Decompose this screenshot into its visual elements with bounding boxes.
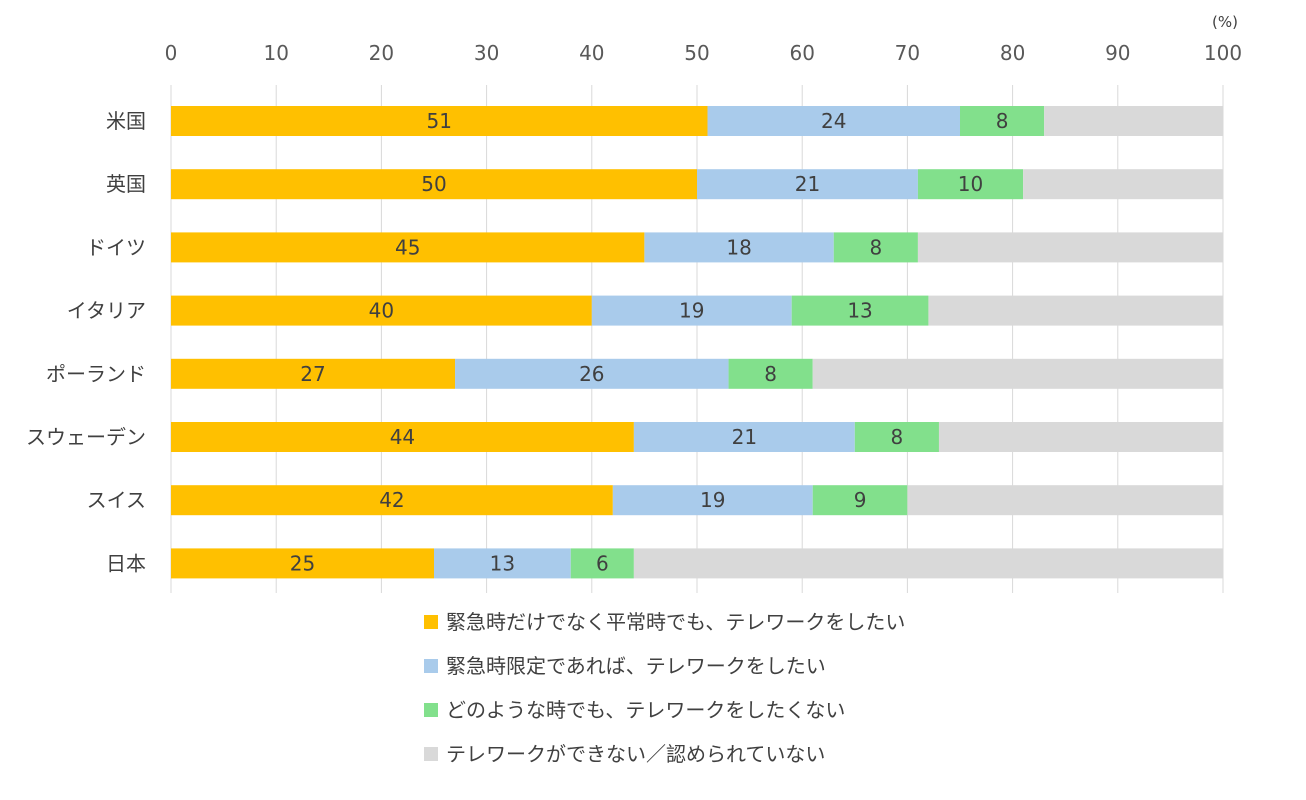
- data-label: 24: [821, 109, 846, 133]
- data-label: 19: [679, 299, 704, 323]
- data-label: 50: [421, 172, 446, 196]
- data-label: 44: [390, 425, 415, 449]
- bar-segment: [171, 485, 613, 516]
- data-label: 8: [764, 362, 777, 386]
- x-tick-label: 10: [263, 41, 288, 65]
- x-tick-label: 80: [1000, 41, 1025, 65]
- bar-segment: [697, 169, 918, 200]
- bar-segment: [171, 295, 592, 326]
- bar-segment: [171, 358, 456, 389]
- x-tick-label: 50: [684, 41, 709, 65]
- bar-segment: [434, 548, 571, 579]
- x-tick-label: 60: [789, 41, 814, 65]
- bar-segment: [917, 232, 1223, 263]
- bar-segment: [455, 358, 729, 389]
- bar-segment: [633, 422, 855, 452]
- bar-segment: [960, 106, 1045, 136]
- bar-segment: [728, 358, 813, 389]
- bar-segment: [812, 358, 1223, 389]
- bars: 51 24 8 50 21 10 45 18 8 40 19 13 27 26 8 44 21 8 42 19 9 25 1…: [171, 106, 1223, 579]
- x-tick-label: 100: [1204, 41, 1242, 65]
- legend: 緊急時だけでなく平常時でも、テレワークをしたい緊急時限定であれば、テレワークをし…: [424, 610, 905, 766]
- x-tick-label: 30: [474, 41, 499, 65]
- legend-label: テレワークができない／認められていない: [446, 742, 825, 766]
- data-label: 19: [700, 488, 725, 512]
- legend-swatch: [424, 615, 438, 629]
- bar-segment: [707, 106, 960, 136]
- bar-segment: [612, 485, 813, 516]
- legend-label: 緊急時だけでなく平常時でも、テレワークをしたい: [446, 610, 905, 634]
- gridlines: [170, 85, 1224, 593]
- category-label: 米国: [106, 109, 146, 133]
- data-label: 42: [379, 488, 404, 512]
- data-label: 8: [891, 425, 904, 449]
- bar-segment: [591, 295, 792, 326]
- data-label: 6: [596, 551, 609, 575]
- bar-segment: [171, 169, 697, 200]
- bar-segment: [854, 422, 939, 452]
- x-tick-label: 90: [1105, 41, 1130, 65]
- bar-segment: [171, 232, 645, 263]
- data-label: 10: [958, 172, 983, 196]
- bar-segment: [791, 295, 929, 326]
- bar-segment: [812, 485, 908, 516]
- legend-label: どのような時でも、テレワークをしたくない: [446, 698, 845, 722]
- bar-segment: [171, 106, 708, 136]
- category-label: スウェーデン: [26, 425, 146, 449]
- data-label: 21: [795, 172, 820, 196]
- bar-segment: [171, 422, 634, 452]
- data-label: 8: [996, 109, 1009, 133]
- data-label: 40: [369, 299, 394, 323]
- legend-swatch: [424, 659, 438, 673]
- category-label: イタリア: [67, 299, 146, 323]
- x-tick-label: 0: [165, 41, 178, 65]
- data-label: 21: [732, 425, 757, 449]
- data-label: 26: [579, 362, 604, 386]
- category-label: ポーランド: [46, 362, 146, 386]
- bar-segment: [633, 548, 1223, 579]
- bar-segment: [171, 548, 434, 579]
- bar-segment: [833, 232, 918, 263]
- data-label: 51: [427, 109, 452, 133]
- category-label: スイス: [87, 488, 146, 512]
- x-axis-ticks: 0 10 20 30 40 50 60 70 80 90 100: [165, 41, 1242, 65]
- bar-segment: [907, 485, 1223, 516]
- data-label: 13: [490, 551, 515, 575]
- data-label: 25: [290, 551, 315, 575]
- unit-label: (%): [1212, 13, 1238, 31]
- data-label: 18: [726, 235, 751, 259]
- bar-segment: [928, 295, 1223, 326]
- x-tick-label: 20: [369, 41, 394, 65]
- bar-segment: [917, 169, 1024, 200]
- data-label: 45: [395, 235, 420, 259]
- bar-segment: [1023, 169, 1223, 200]
- bar-segment: [644, 232, 834, 263]
- category-label: 英国: [106, 172, 146, 196]
- bar-segment: [938, 422, 1223, 452]
- category-label: ドイツ: [86, 235, 146, 259]
- bar-segment: [570, 548, 634, 579]
- legend-swatch: [424, 703, 438, 717]
- legend-swatch: [424, 747, 438, 761]
- data-label: 13: [847, 299, 872, 323]
- x-tick-label: 40: [579, 41, 604, 65]
- x-tick-label: 70: [895, 41, 920, 65]
- data-label: 9: [854, 488, 867, 512]
- category-label: 日本: [106, 551, 146, 575]
- data-label: 8: [869, 235, 882, 259]
- legend-label: 緊急時限定であれば、テレワークをしたい: [446, 654, 826, 678]
- data-label: 27: [300, 362, 325, 386]
- bar-segment: [1044, 106, 1223, 136]
